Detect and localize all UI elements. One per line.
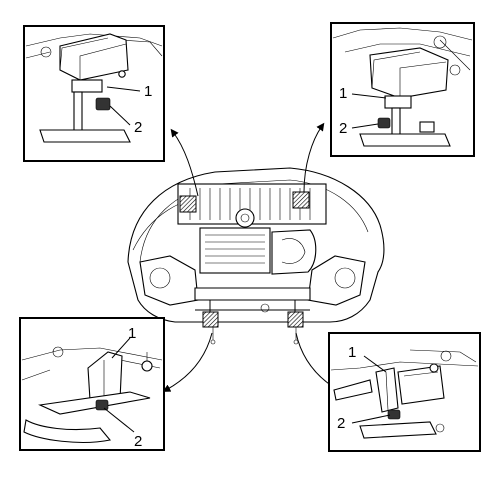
callout-2-label: 2 bbox=[339, 120, 347, 137]
lift-pad-rear-left bbox=[202, 311, 219, 328]
callout-1-label: 1 bbox=[339, 85, 347, 102]
detail-inset-top-right: 1 2 bbox=[330, 22, 475, 157]
callout-2-label: 2 bbox=[134, 433, 142, 450]
detail-inset-bottom-left: 1 2 bbox=[19, 317, 165, 451]
lift-pad-rear-right bbox=[287, 311, 304, 328]
vehicle-underbody bbox=[127, 167, 385, 345]
lift-pad-front-left bbox=[179, 195, 197, 213]
callout-2-label: 2 bbox=[134, 119, 142, 136]
callout-1-label: 1 bbox=[128, 325, 136, 342]
detail-inset-bottom-right: 1 2 bbox=[328, 332, 481, 452]
lift-pad-front-right bbox=[292, 191, 310, 209]
detail-inset-top-left: 1 2 bbox=[23, 25, 165, 162]
callout-1-label: 1 bbox=[144, 83, 152, 100]
callout-1-label: 1 bbox=[348, 344, 356, 361]
callout-2-label: 2 bbox=[337, 415, 345, 432]
